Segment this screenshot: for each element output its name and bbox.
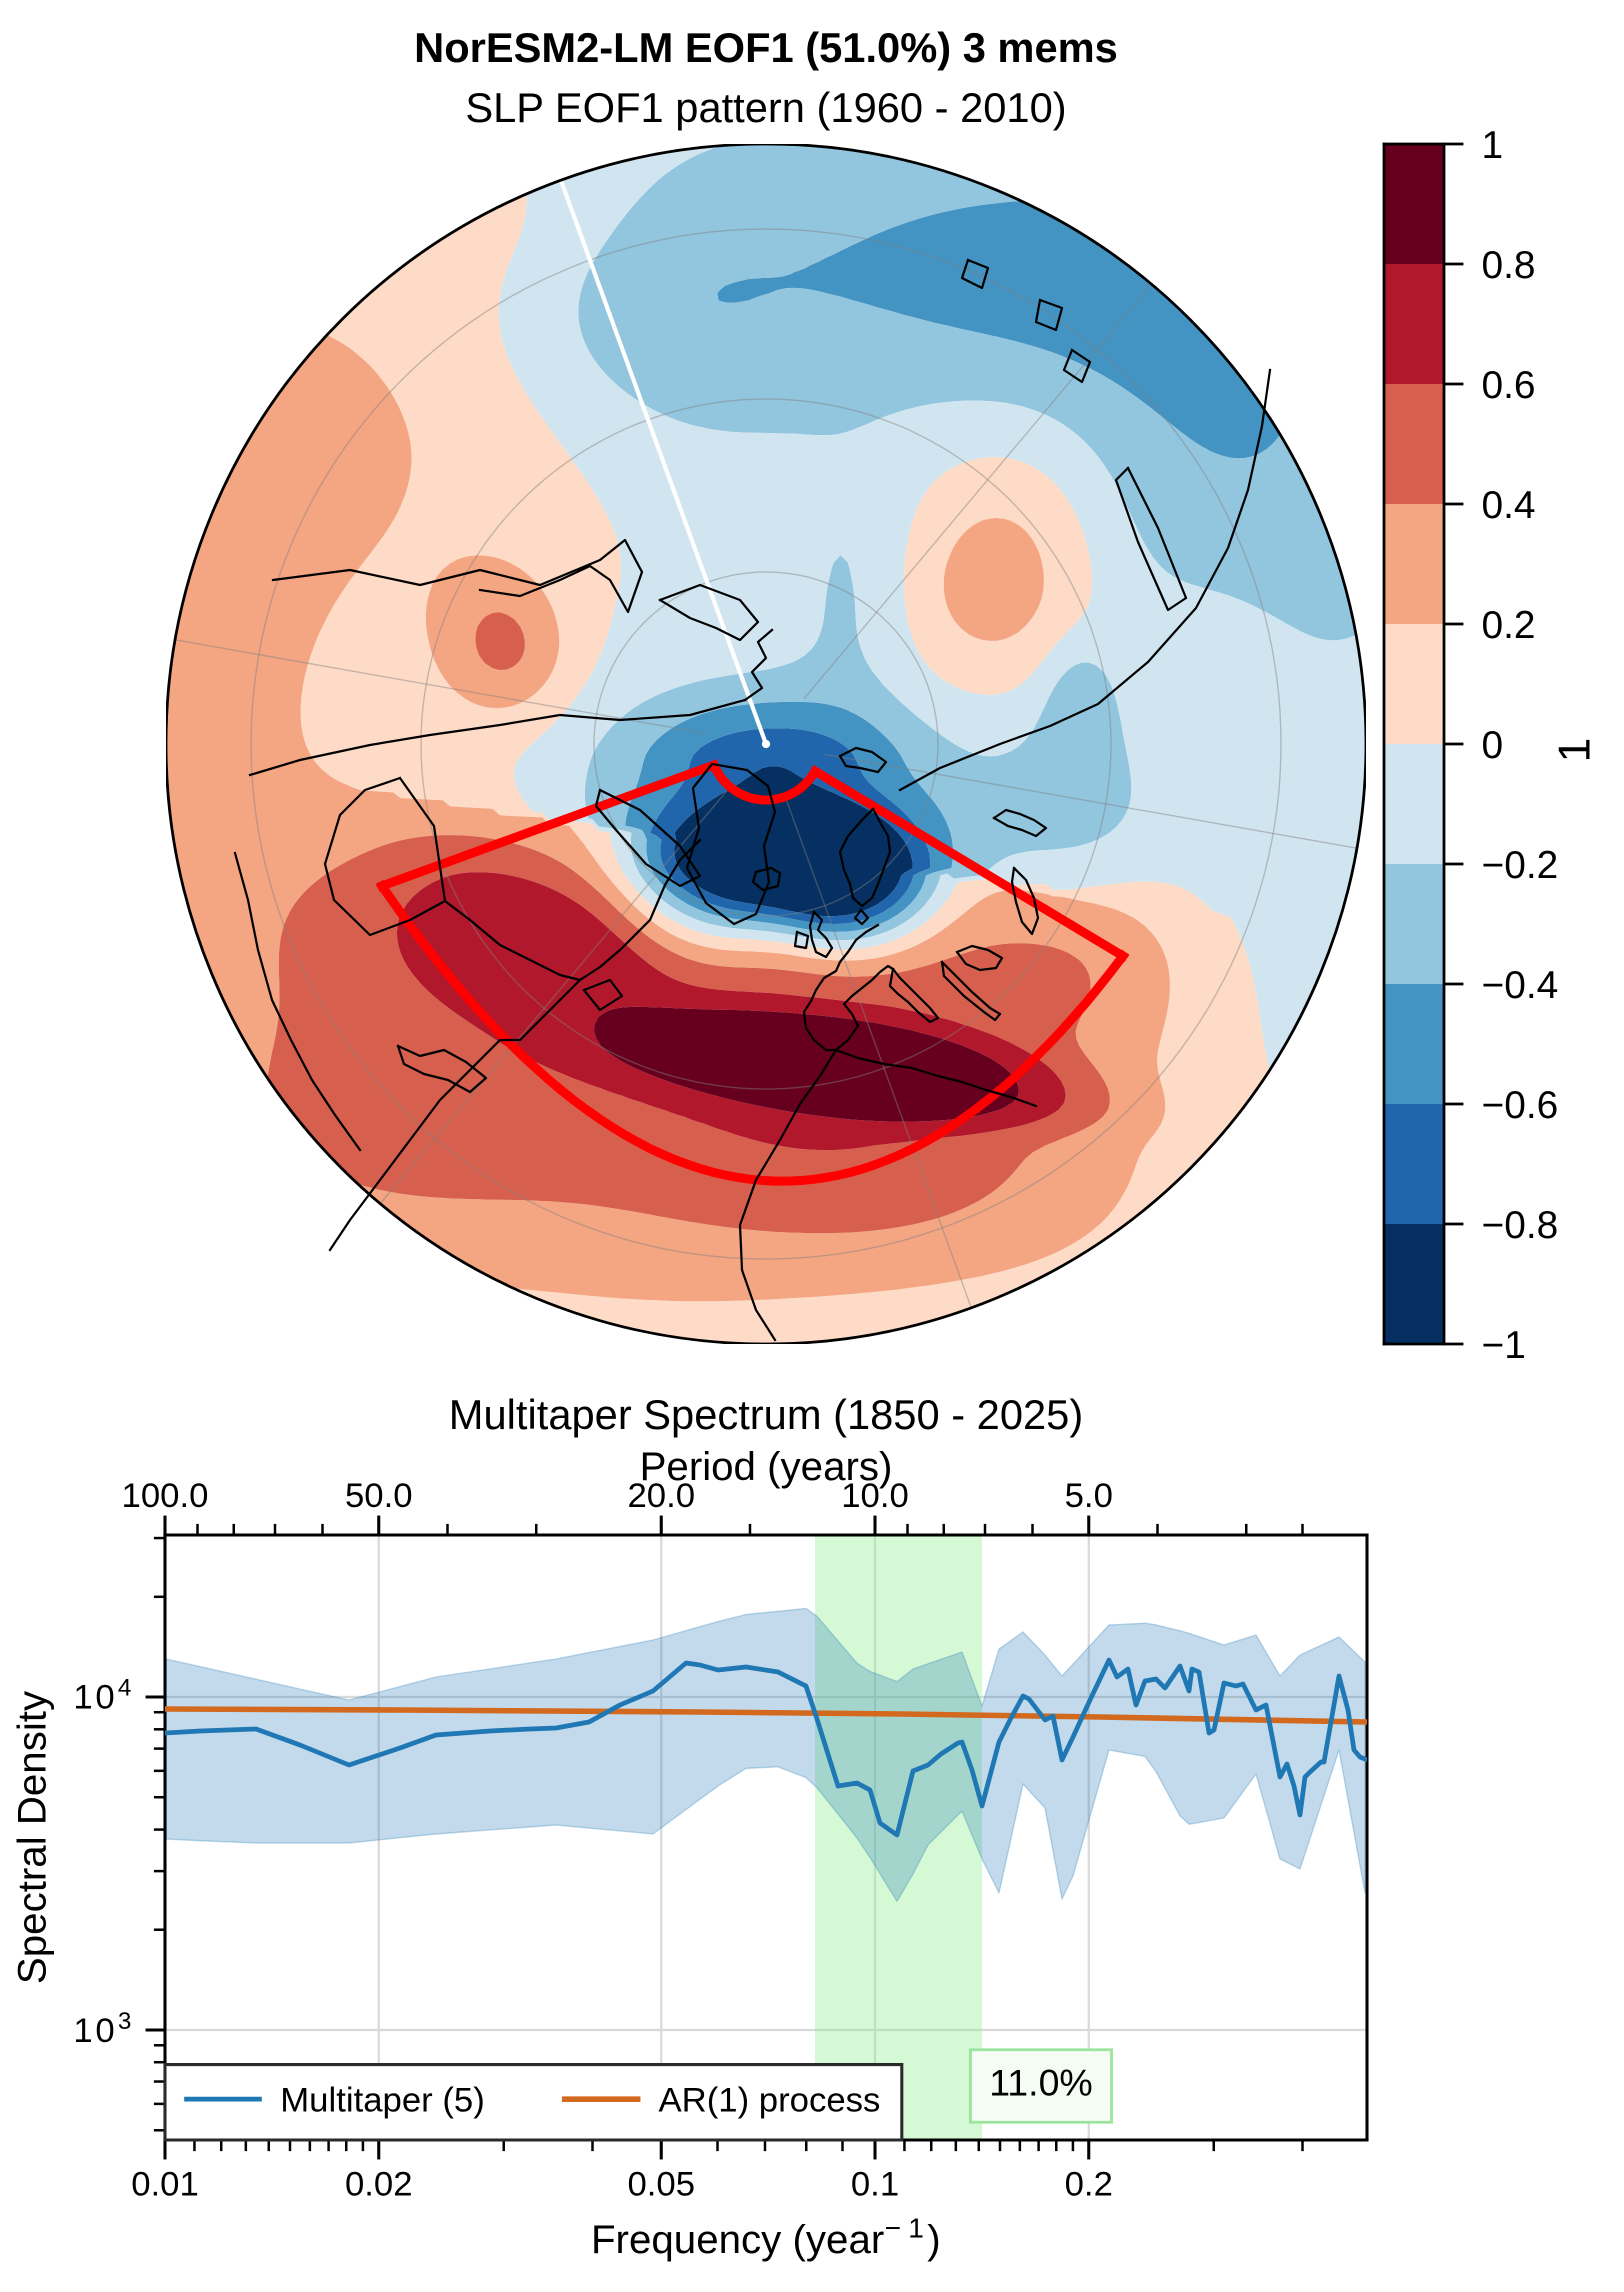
svg-text:5.0: 5.0 xyxy=(1065,1477,1113,1515)
svg-text:AR(1) process: AR(1) process xyxy=(658,2081,880,2119)
svg-text:Spectral Density: Spectral Density xyxy=(10,1690,55,1984)
svg-text:Multitaper (5): Multitaper (5) xyxy=(280,2081,485,2119)
svg-text:Multitaper Spectrum (1850 - 20: Multitaper Spectrum (1850 - 2025) xyxy=(449,1391,1083,1438)
svg-text:−0.4: −0.4 xyxy=(1482,964,1559,1007)
svg-text:1: 1 xyxy=(1482,124,1504,167)
svg-text:20.0: 20.0 xyxy=(627,1477,695,1515)
svg-text:−1: −1 xyxy=(1482,1324,1526,1367)
svg-text:0.8: 0.8 xyxy=(1482,244,1536,287)
svg-text:0.02: 0.02 xyxy=(345,2166,413,2204)
svg-text:−0.2: −0.2 xyxy=(1482,844,1559,887)
svg-text:1: 1 xyxy=(1550,738,1599,763)
svg-text:0.01: 0.01 xyxy=(131,2166,199,2204)
svg-text:50.0: 50.0 xyxy=(345,1477,413,1515)
svg-text:−0.6: −0.6 xyxy=(1482,1084,1559,1127)
svg-text:1 0 4: 1 0 4 xyxy=(73,1674,131,1716)
svg-text:NorESM2-LM EOF1 (51.0%) 3 mems: NorESM2-LM EOF1 (51.0%) 3 mems xyxy=(414,24,1118,71)
svg-text:0.2: 0.2 xyxy=(1482,604,1536,647)
svg-text:0.4: 0.4 xyxy=(1482,484,1536,527)
svg-text:0.1: 0.1 xyxy=(851,2166,899,2204)
svg-text:0: 0 xyxy=(1482,724,1504,767)
svg-text:−0.8: −0.8 xyxy=(1482,1204,1559,1247)
svg-text:10.0: 10.0 xyxy=(841,1477,909,1515)
svg-text:11.0%: 11.0% xyxy=(989,2062,1093,2104)
svg-text:0.6: 0.6 xyxy=(1482,364,1536,407)
svg-text:100.0: 100.0 xyxy=(122,1477,209,1515)
svg-text:Period (years): Period (years) xyxy=(640,1444,893,1489)
svg-text:0.2: 0.2 xyxy=(1065,2166,1113,2204)
svg-text:1 0 3: 1 0 3 xyxy=(73,2008,131,2050)
svg-text:F r e q: F r e q u e n c y ( y e a r ) − 1 xyxy=(591,2211,947,2261)
svg-text:0.05: 0.05 xyxy=(627,2166,695,2204)
svg-text:SLP EOF1 pattern (1960 - 2010): SLP EOF1 pattern (1960 - 2010) xyxy=(465,84,1066,131)
